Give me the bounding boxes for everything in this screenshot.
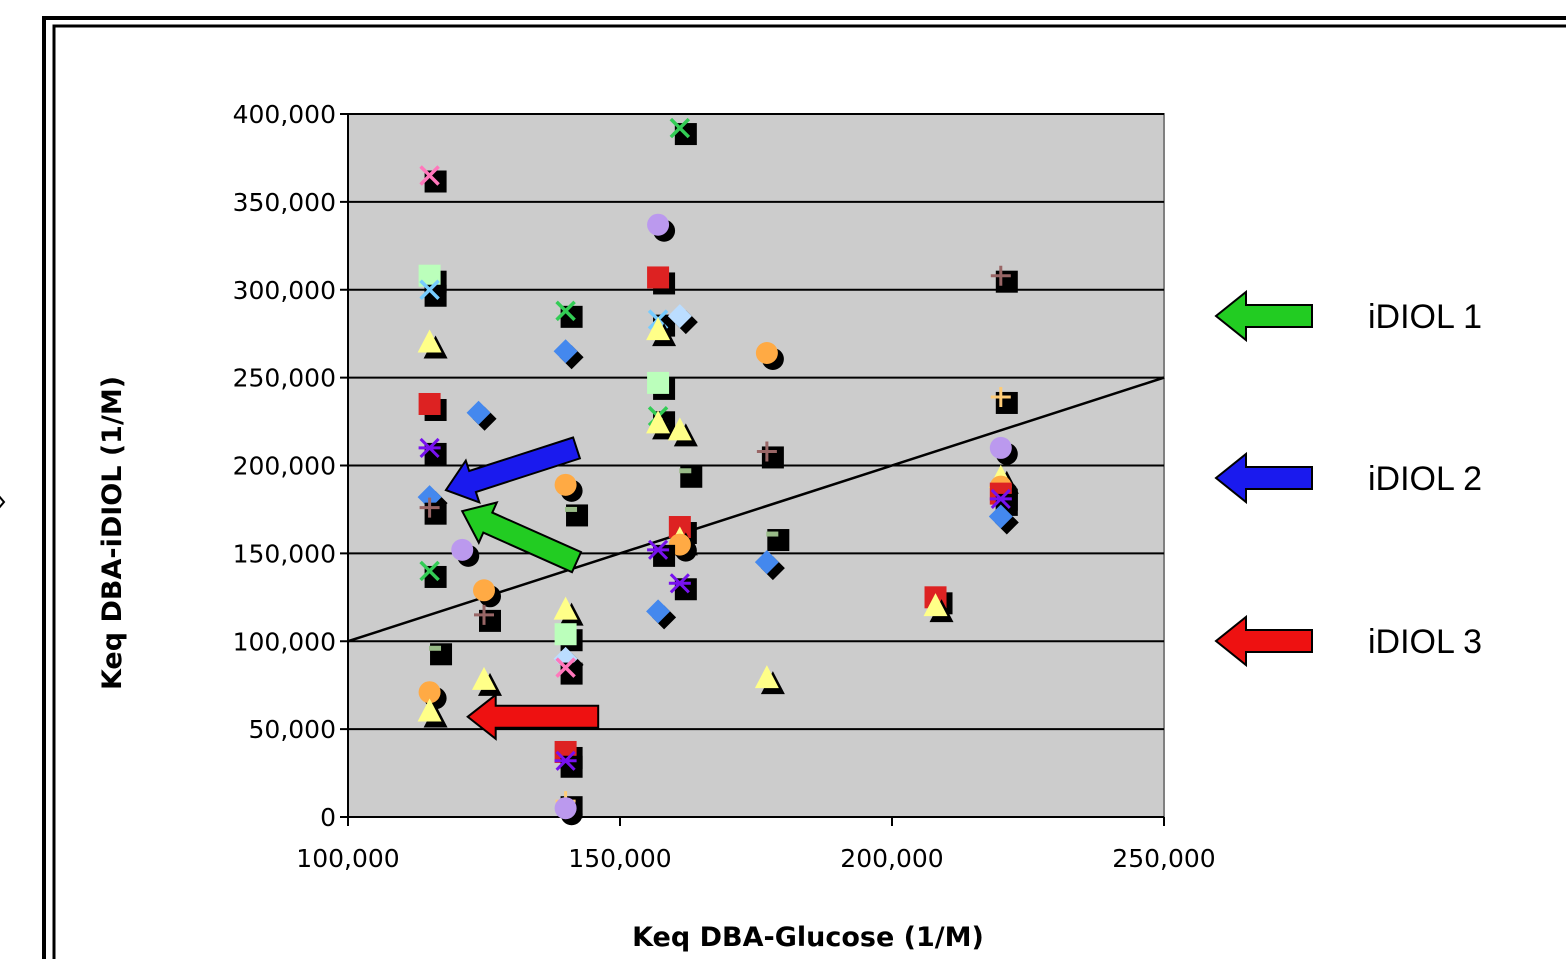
edge-chevron-icon: [0, 495, 4, 509]
legend-arrow-icon: [1216, 454, 1312, 502]
legend-item: iDIOL 3: [1216, 617, 1482, 665]
x-tick-label: 250,000: [1112, 844, 1215, 873]
y-tick-label: 250,000: [233, 364, 336, 393]
legend-item: iDIOL 2: [1216, 454, 1482, 502]
legend-item: iDIOL 1: [1216, 292, 1482, 340]
legend-label: iDIOL 1: [1368, 298, 1482, 336]
y-axis-title: Keq DBA-iDIOL (1/M): [97, 376, 128, 690]
y-tick-label: 300,000: [233, 276, 336, 305]
x-tick-label: 200,000: [840, 844, 943, 873]
legend-label: iDIOL 2: [1368, 460, 1482, 498]
data-point-dash: [429, 643, 452, 665]
legend-label: iDIOL 3: [1368, 623, 1482, 661]
data-point-dash: [766, 529, 789, 551]
x-axis-title: Keq DBA-Glucose (1/M): [632, 922, 984, 953]
x-tick-label: 150,000: [568, 844, 671, 873]
legend-arrow-icon: [1216, 617, 1312, 665]
y-tick-label: 350,000: [233, 188, 336, 217]
legend: iDIOL 1 iDIOL 2 iDIOL 3: [1216, 292, 1482, 665]
y-tick-label: 150,000: [233, 539, 336, 568]
y-tick-label: 400,000: [233, 100, 336, 129]
legend-arrow-icon: [1216, 292, 1312, 340]
y-tick-label: 0: [320, 803, 336, 832]
data-point-dash: [679, 466, 702, 488]
y-tick-label: 50,000: [249, 715, 336, 744]
y-tick-label: 100,000: [233, 627, 336, 656]
y-tick-label: 200,000: [233, 452, 336, 481]
data-point-dash: [565, 504, 588, 526]
x-tick-label: 100,000: [296, 844, 399, 873]
